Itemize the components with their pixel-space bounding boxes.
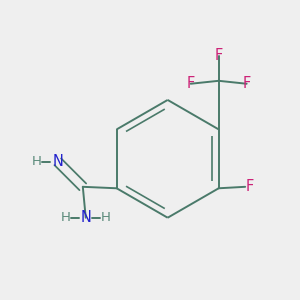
Text: N: N — [52, 154, 63, 169]
Text: F: F — [214, 48, 223, 63]
Text: N: N — [80, 210, 91, 225]
Text: F: F — [245, 179, 254, 194]
Text: H: H — [101, 211, 111, 224]
Text: H: H — [32, 155, 41, 168]
Text: F: F — [242, 76, 251, 91]
Text: F: F — [187, 76, 195, 91]
Text: H: H — [61, 211, 71, 224]
